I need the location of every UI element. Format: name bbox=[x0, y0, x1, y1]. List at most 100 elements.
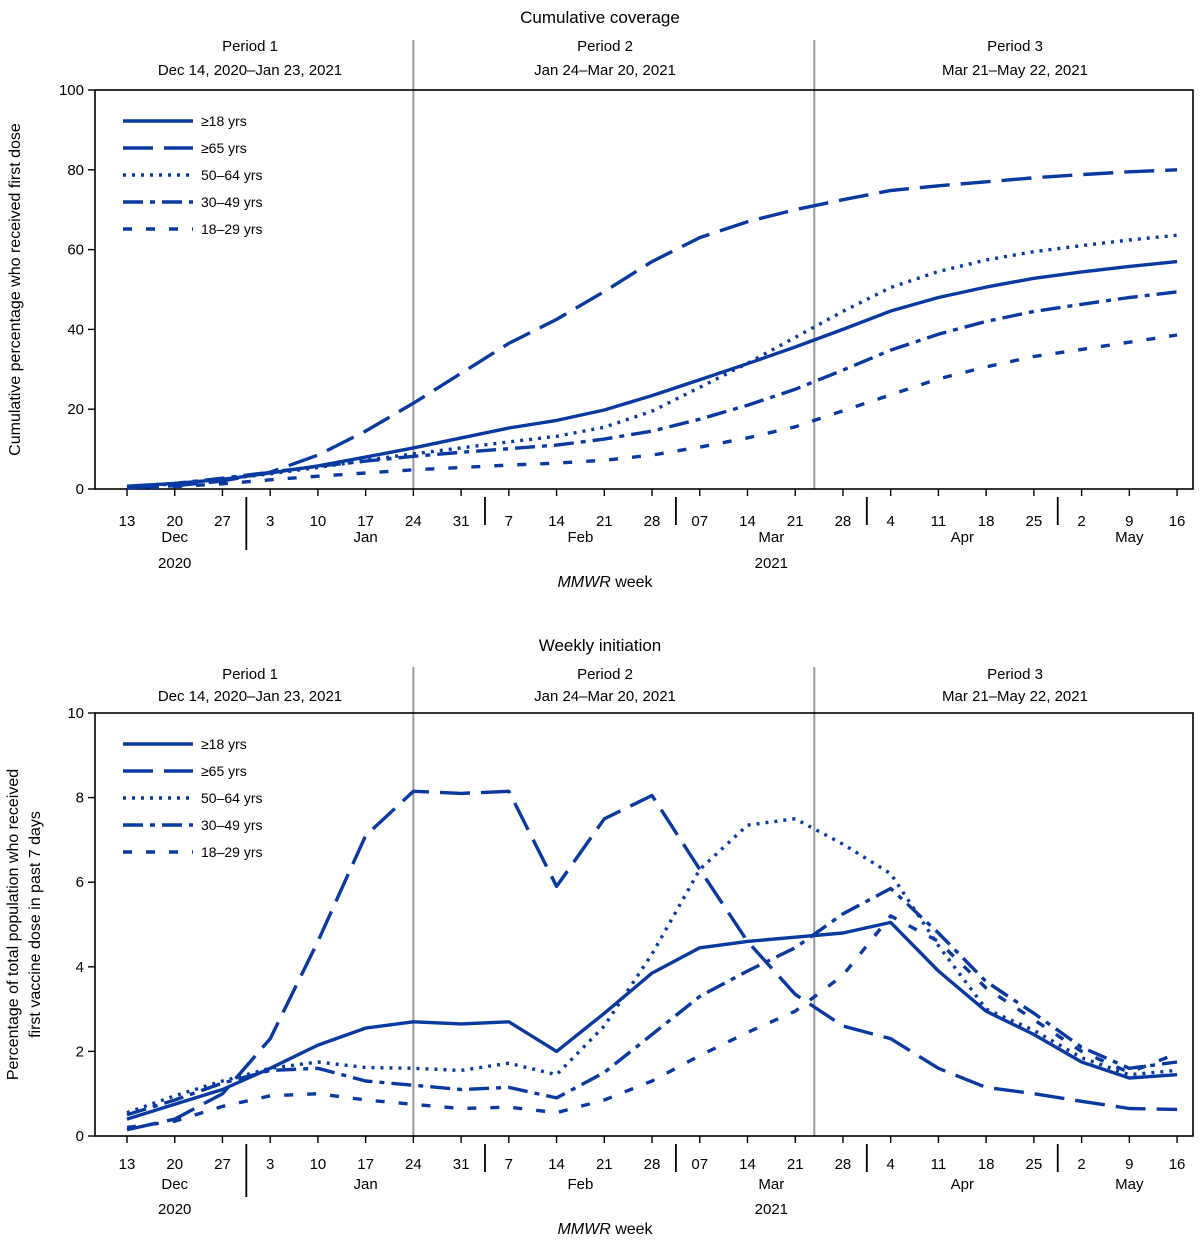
y-tick-label: 40 bbox=[67, 321, 84, 338]
x-tick-label: 9 bbox=[1125, 513, 1133, 530]
x-tick-label: 3 bbox=[266, 513, 274, 530]
x-tick-label: 21 bbox=[787, 513, 804, 530]
chart-cumulative-coverage: Cumulative coverage Period 1 Dec 14, 2020–… bbox=[7, 8, 1194, 591]
month-label: Feb bbox=[568, 1176, 594, 1193]
x-tick-label: 18 bbox=[978, 1156, 995, 1173]
x-axis-title: MMWR week bbox=[557, 1221, 653, 1238]
period-name: Period 1 bbox=[222, 666, 278, 683]
x-tick-label: 25 bbox=[1026, 513, 1043, 530]
x-tick-label: 10 bbox=[310, 513, 327, 530]
series-line-solid bbox=[126, 259, 1178, 488]
x-tick-label: 14 bbox=[739, 1156, 756, 1173]
period-range: Mar 21–May 22, 2021 bbox=[942, 688, 1088, 705]
x-tick-label: 28 bbox=[835, 513, 852, 530]
plot-frame bbox=[94, 712, 1194, 1137]
series-line-dash bbox=[126, 168, 1178, 490]
series-line-solid bbox=[126, 920, 1178, 1121]
y-tick-label: 10 bbox=[67, 705, 84, 722]
x-tick-label: 13 bbox=[119, 513, 136, 530]
period-name: Period 1 bbox=[222, 38, 278, 55]
period-range: Jan 24–Mar 20, 2021 bbox=[534, 62, 676, 79]
legend-label: ≥65 yrs bbox=[201, 763, 247, 779]
period-name: Period 2 bbox=[577, 38, 633, 55]
legend-label: 18–29 yrs bbox=[201, 844, 262, 860]
x-tick-label: 27 bbox=[214, 513, 231, 530]
period-range: Dec 14, 2020–Jan 23, 2021 bbox=[158, 62, 342, 79]
x-tick-label: 24 bbox=[405, 1156, 422, 1173]
month-label: Dec bbox=[161, 1176, 188, 1193]
year-label: 2021 bbox=[755, 1201, 788, 1218]
x-tick-label: 24 bbox=[405, 513, 422, 530]
y-tick-label: 80 bbox=[67, 162, 84, 179]
y-tick-label: 0 bbox=[76, 1128, 84, 1145]
x-tick-label: 10 bbox=[310, 1156, 327, 1173]
month-label: Apr bbox=[951, 529, 974, 546]
legend-label: 50–64 yrs bbox=[201, 167, 262, 183]
period-name: Period 3 bbox=[987, 38, 1043, 55]
legend-label: ≥18 yrs bbox=[201, 736, 247, 752]
x-tick-label: 25 bbox=[1026, 1156, 1043, 1173]
x-tick-label: 13 bbox=[119, 1156, 136, 1173]
chart-title: Cumulative coverage bbox=[520, 8, 680, 27]
x-tick-label: 28 bbox=[644, 513, 661, 530]
x-tick-label: 17 bbox=[357, 513, 374, 530]
y-axis-label: Cumulative percentage who received first… bbox=[7, 123, 24, 456]
x-tick-label: 17 bbox=[357, 1156, 374, 1173]
x-tick-label: 20 bbox=[166, 513, 183, 530]
x-tick-label: 3 bbox=[266, 1156, 274, 1173]
x-tick-label: 18 bbox=[978, 513, 995, 530]
y-tick-label: 0 bbox=[76, 481, 84, 498]
y-tick-label: 8 bbox=[76, 790, 84, 807]
year-label: 2020 bbox=[158, 555, 191, 572]
period-range: Mar 21–May 22, 2021 bbox=[942, 62, 1088, 79]
series-line-dashdot bbox=[126, 886, 1178, 1117]
series-line-dot bbox=[126, 233, 1178, 489]
series-line-dot bbox=[126, 817, 1178, 1115]
x-axis-title-italic: MMWR bbox=[557, 1221, 611, 1238]
legend: ≥18 yrs ≥65 yrs 50–64 yrs 30–49 yrs 18–29 yr… bbox=[123, 736, 262, 860]
month-label: Apr bbox=[951, 1176, 974, 1193]
chart-weekly-initiation: Weekly initiation Period 1 Dec 14, 2020–Ja… bbox=[5, 636, 1194, 1238]
x-tick-label: 31 bbox=[453, 513, 470, 530]
legend-label: 18–29 yrs bbox=[201, 221, 262, 237]
x-tick-label: 4 bbox=[887, 1156, 895, 1173]
month-label: Dec bbox=[161, 529, 188, 546]
y-tick-label: 100 bbox=[59, 82, 84, 99]
legend: ≥18 yrs ≥65 yrs 50–64 yrs 30–49 yrs 18–29 yr… bbox=[123, 113, 262, 237]
chart-title: Weekly initiation bbox=[539, 636, 662, 655]
period-name: Period 2 bbox=[577, 666, 633, 683]
x-tick-label: 2 bbox=[1077, 513, 1085, 530]
month-label: Mar bbox=[758, 1176, 784, 1193]
y-tick-label: 20 bbox=[67, 401, 84, 418]
x-tick-label: 7 bbox=[505, 513, 513, 530]
legend-label: 30–49 yrs bbox=[201, 194, 262, 210]
x-tick-label: 20 bbox=[166, 1156, 183, 1173]
x-tick-label: 14 bbox=[548, 1156, 565, 1173]
series-line-dashdot bbox=[126, 290, 1178, 489]
x-tick-label: 11 bbox=[931, 513, 947, 530]
x-tick-label: 9 bbox=[1125, 1156, 1133, 1173]
period-name: Period 3 bbox=[987, 666, 1043, 683]
x-tick-label: 14 bbox=[739, 513, 756, 530]
period-range: Dec 14, 2020–Jan 23, 2021 bbox=[158, 688, 342, 705]
x-tick-label: 2 bbox=[1077, 1156, 1085, 1173]
x-axis-title: MMWR week bbox=[557, 574, 653, 591]
x-tick-label: 16 bbox=[1169, 513, 1186, 530]
month-label: May bbox=[1115, 1176, 1144, 1193]
x-tick-label: 28 bbox=[644, 1156, 661, 1173]
legend-label: 30–49 yrs bbox=[201, 817, 262, 833]
legend-label: ≥65 yrs bbox=[201, 140, 247, 156]
y-axis-label: Percentage of total population who recei… bbox=[5, 769, 22, 1080]
year-label: 2021 bbox=[755, 555, 788, 572]
month-label: Jan bbox=[354, 1176, 378, 1193]
x-tick-label: 7 bbox=[505, 1156, 513, 1173]
legend-label: ≥18 yrs bbox=[201, 113, 247, 129]
month-label: May bbox=[1115, 529, 1144, 546]
x-tick-label: 16 bbox=[1169, 1156, 1186, 1173]
x-tick-label: 11 bbox=[931, 1156, 947, 1173]
x-tick-label: 31 bbox=[453, 1156, 470, 1173]
y-tick-label: 60 bbox=[67, 242, 84, 259]
x-axis-title-rest: week bbox=[611, 1221, 654, 1238]
month-label: Feb bbox=[568, 529, 594, 546]
